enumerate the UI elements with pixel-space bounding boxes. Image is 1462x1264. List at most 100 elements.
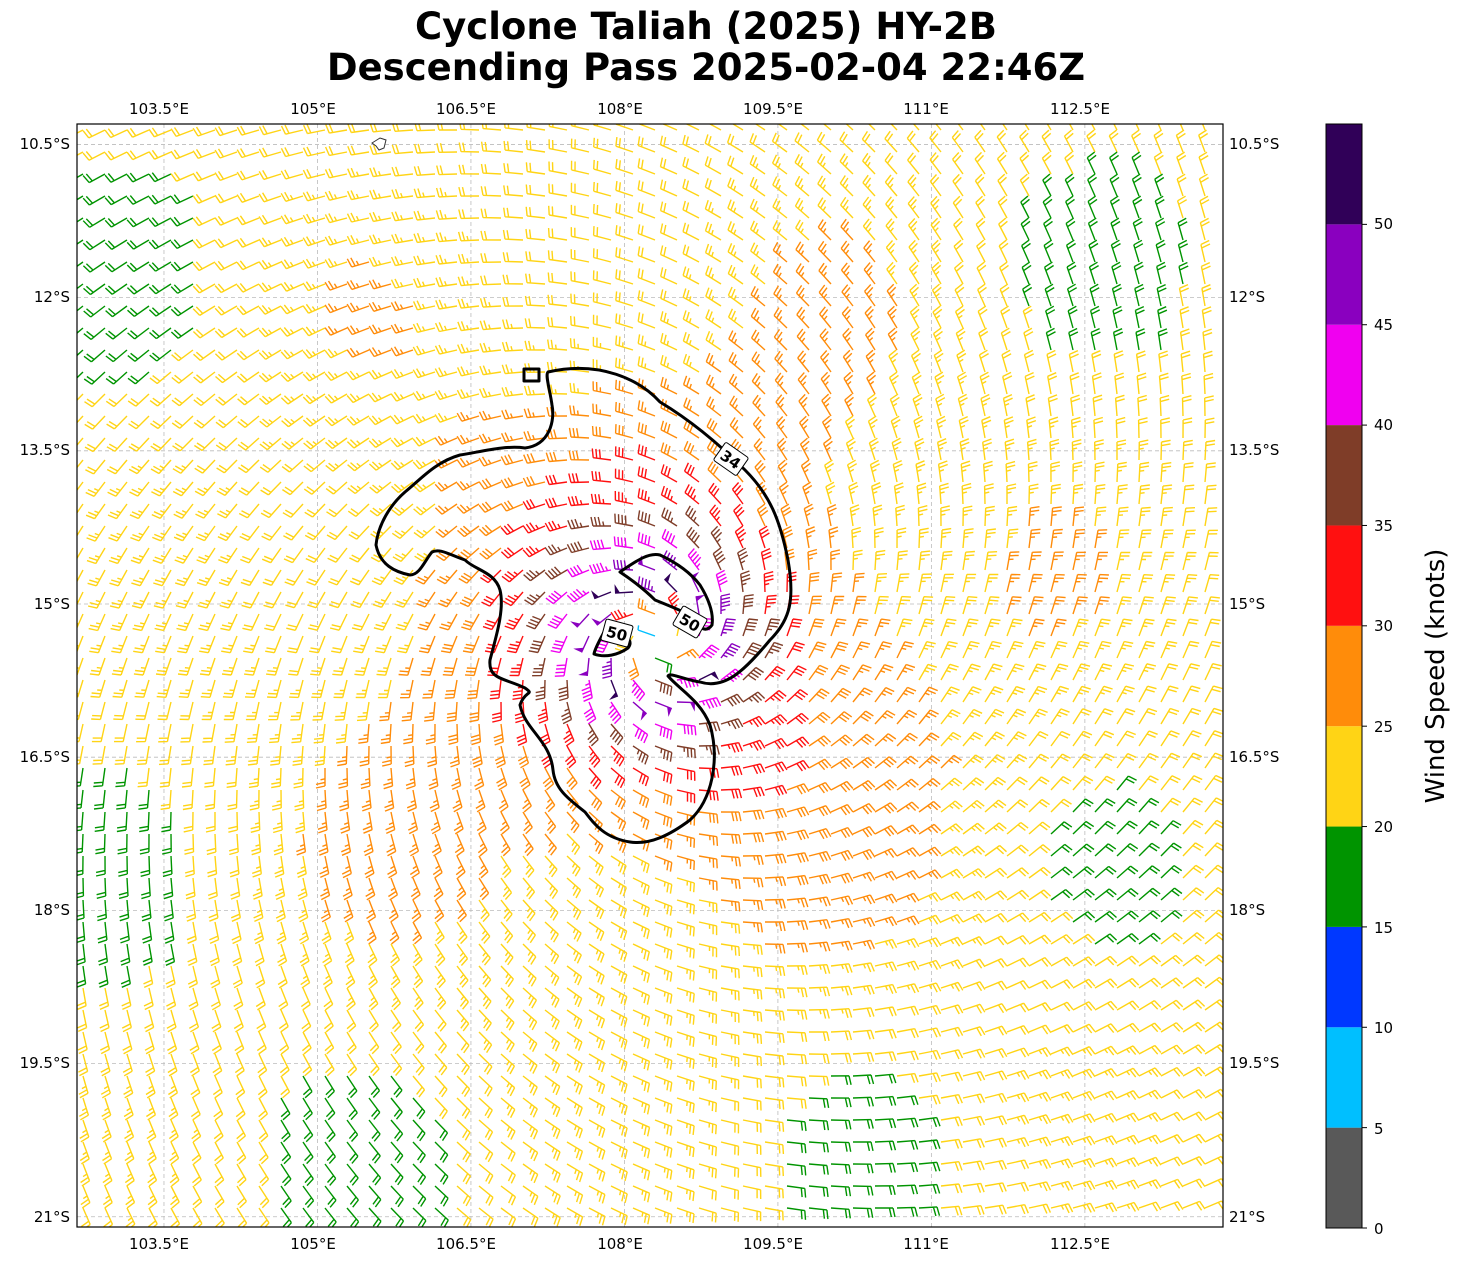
wind-barb bbox=[774, 372, 788, 395]
wind-barb bbox=[550, 635, 568, 654]
wind-barb bbox=[940, 891, 964, 902]
barb-staff bbox=[1028, 866, 1051, 879]
barb-staff bbox=[1160, 797, 1182, 813]
wind-barb bbox=[1111, 283, 1122, 307]
barb-staff bbox=[346, 437, 370, 449]
wind-barb bbox=[480, 230, 502, 241]
wind-barb bbox=[77, 459, 84, 469]
barb-staff bbox=[654, 811, 673, 828]
wind-barb bbox=[1050, 528, 1063, 549]
barb-staff bbox=[522, 1141, 539, 1162]
barb-staff bbox=[457, 321, 480, 332]
barb-staff bbox=[225, 745, 238, 766]
wind-barb bbox=[195, 503, 216, 519]
wind-barb bbox=[240, 569, 260, 587]
barb-staff bbox=[566, 987, 583, 1008]
barb-staff bbox=[1028, 708, 1048, 725]
wind-barbs-layer bbox=[77, 124, 1223, 1227]
barb-staff bbox=[172, 459, 194, 474]
wind-barb bbox=[250, 811, 261, 833]
wind-barb bbox=[1042, 195, 1053, 219]
wind-barb bbox=[435, 525, 458, 538]
wind-barb bbox=[1157, 328, 1168, 351]
barb-staff bbox=[615, 401, 634, 417]
wind-barb bbox=[478, 1009, 492, 1032]
wind-barb bbox=[566, 921, 582, 942]
wind-barb bbox=[1050, 1046, 1074, 1057]
wind-barb bbox=[165, 943, 176, 966]
wind-barb bbox=[852, 1141, 874, 1152]
barb-staff bbox=[962, 1093, 986, 1104]
wind-barb bbox=[86, 547, 106, 565]
wind-barb bbox=[359, 745, 370, 767]
wind-barb bbox=[1066, 261, 1077, 285]
wind-barb bbox=[1090, 327, 1101, 351]
wind-barb bbox=[350, 591, 370, 609]
barb-staff bbox=[108, 525, 128, 542]
wind-barb bbox=[874, 595, 889, 615]
barb-staff bbox=[1050, 730, 1071, 747]
wind-barb bbox=[1006, 618, 1023, 637]
barb-staff bbox=[346, 1141, 359, 1164]
wind-barb bbox=[962, 1026, 986, 1037]
wind-barb bbox=[458, 164, 480, 175]
barb-staff bbox=[192, 283, 216, 294]
barb-staff bbox=[258, 349, 282, 360]
barb-staff bbox=[593, 181, 612, 197]
barb-staff bbox=[258, 1097, 269, 1121]
wind-barb bbox=[1072, 1001, 1096, 1011]
wind-barb bbox=[1028, 551, 1042, 571]
wind-barb bbox=[940, 709, 961, 725]
wind-barb bbox=[77, 547, 84, 560]
barb-staff bbox=[637, 312, 656, 329]
barb-staff bbox=[478, 501, 502, 513]
barb-flag bbox=[710, 672, 720, 681]
wind-barb bbox=[118, 877, 129, 900]
wind-barb bbox=[89, 635, 106, 654]
wind-barb bbox=[720, 1053, 740, 1067]
wind-barb bbox=[390, 323, 414, 334]
barb-staff bbox=[660, 333, 678, 351]
wind-barb bbox=[874, 641, 893, 659]
wind-barb bbox=[737, 547, 749, 571]
barb-staff bbox=[981, 416, 992, 439]
wind-barb bbox=[101, 1097, 112, 1121]
wind-barb bbox=[434, 965, 446, 989]
barb-staff bbox=[786, 1053, 808, 1065]
barb-staff bbox=[434, 412, 458, 423]
wind-barb bbox=[1160, 618, 1177, 637]
barb-staff bbox=[324, 371, 348, 382]
wind-barb bbox=[309, 635, 326, 654]
barb-staff bbox=[461, 613, 480, 631]
barb-staff bbox=[873, 527, 884, 549]
wind-barb bbox=[456, 1053, 470, 1076]
barb-staff bbox=[178, 679, 194, 698]
barb-staff bbox=[324, 348, 348, 359]
barb-staff bbox=[808, 1163, 829, 1175]
barb-staff bbox=[940, 731, 962, 747]
barb-staff bbox=[569, 405, 590, 417]
barb-staff bbox=[324, 235, 348, 246]
wind-barb bbox=[698, 833, 719, 846]
wind-barb bbox=[569, 382, 590, 395]
wind-barb bbox=[821, 393, 832, 417]
barb-staff bbox=[706, 418, 722, 439]
wind-barb bbox=[588, 745, 601, 768]
barb-staff bbox=[188, 1009, 200, 1033]
wind-barb bbox=[264, 613, 282, 631]
barb-staff bbox=[82, 239, 106, 251]
barb-staff bbox=[77, 393, 84, 402]
barb-staff bbox=[1160, 417, 1171, 439]
wind-barb bbox=[1050, 596, 1066, 615]
barb-staff bbox=[398, 657, 414, 676]
wind-barb bbox=[411, 899, 422, 923]
wind-barb bbox=[808, 1141, 829, 1153]
wind-barb bbox=[874, 618, 891, 637]
barb-staff bbox=[302, 281, 326, 292]
wind-barb bbox=[152, 525, 172, 542]
wind-barb bbox=[729, 395, 744, 417]
wind-barb bbox=[637, 532, 656, 549]
wind-barb bbox=[931, 283, 942, 307]
barb-staff bbox=[909, 305, 920, 329]
